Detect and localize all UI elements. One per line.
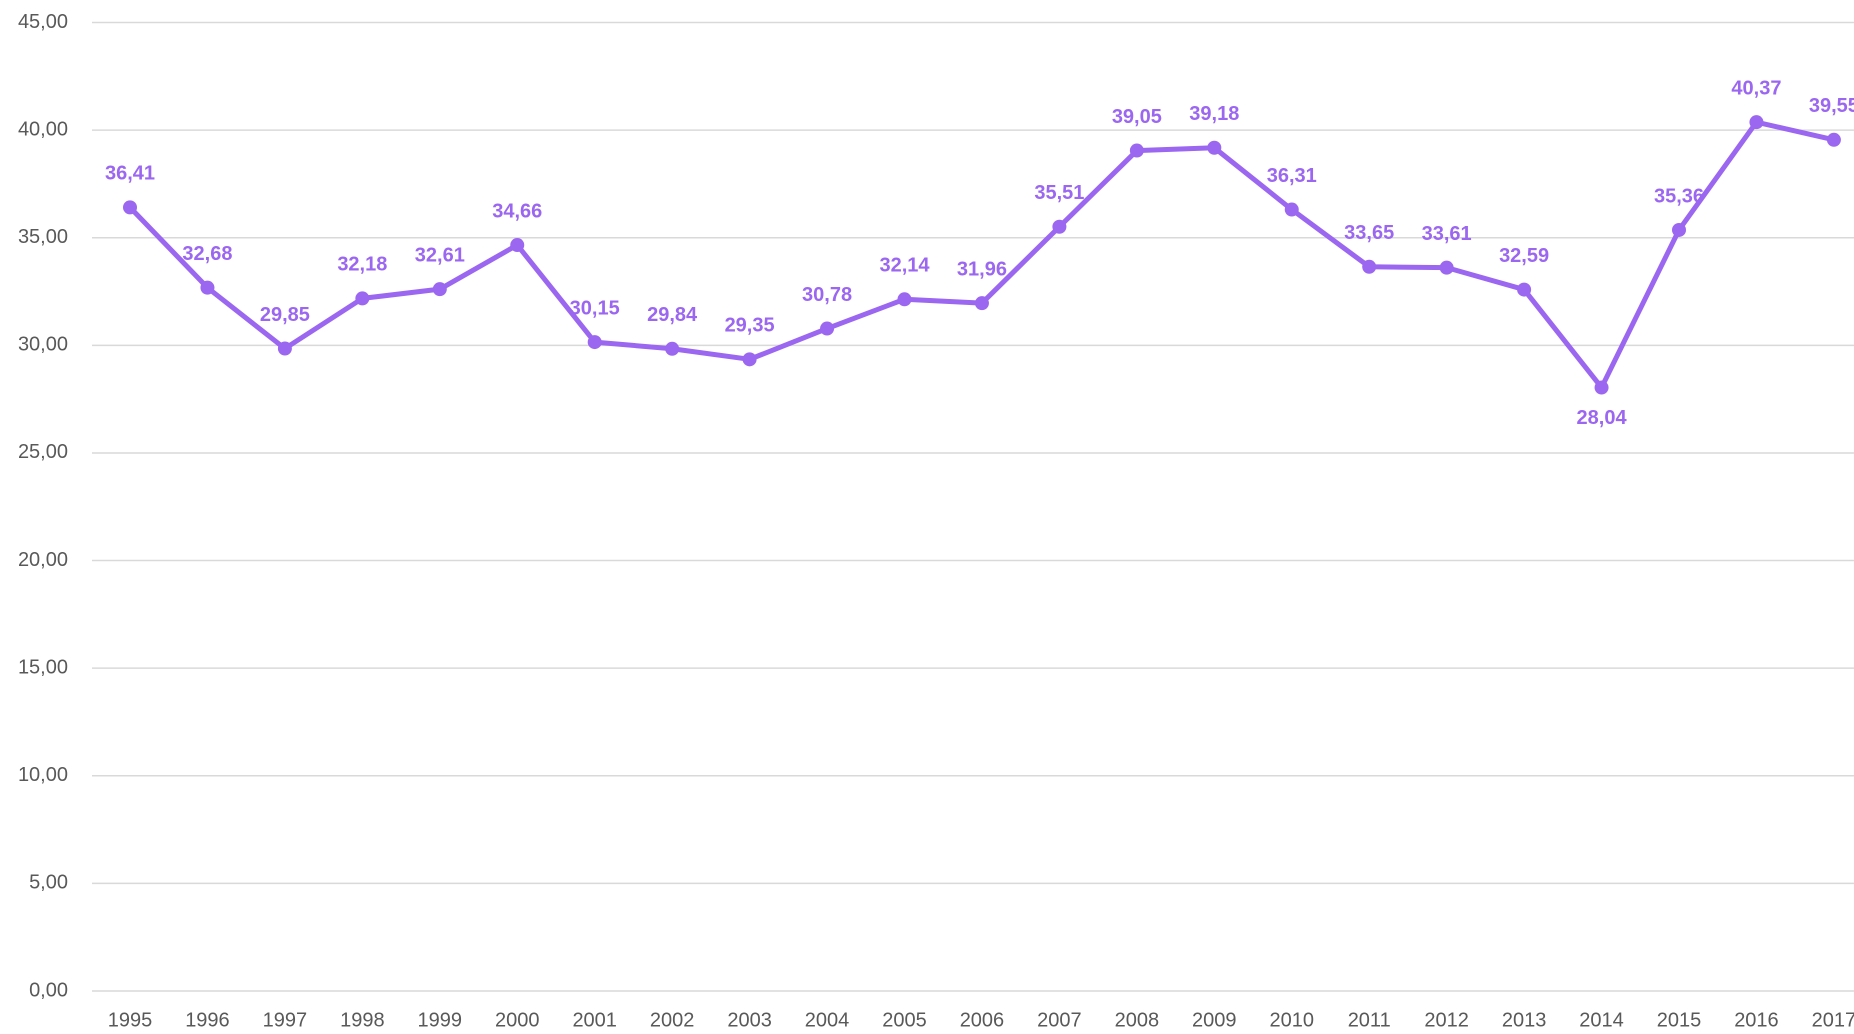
data-label: 35,36 — [1654, 185, 1704, 207]
y-tick-label: 10,00 — [18, 764, 68, 786]
x-tick-label: 1997 — [263, 1009, 308, 1031]
y-tick-label: 15,00 — [18, 656, 68, 678]
point — [742, 352, 757, 367]
point — [1517, 282, 1532, 297]
data-label: 29,35 — [725, 315, 775, 337]
x-tick-label: 2009 — [1192, 1009, 1237, 1031]
point — [1826, 132, 1841, 147]
data-label: 32,68 — [182, 243, 232, 265]
point — [1129, 143, 1144, 158]
y-tick-label: 0,00 — [29, 979, 68, 1001]
y-tick-label: 40,00 — [18, 118, 68, 140]
x-tick-label: 2016 — [1734, 1009, 1779, 1031]
point — [123, 200, 137, 215]
x-tick-label: 2015 — [1657, 1009, 1702, 1031]
point — [1207, 140, 1222, 155]
x-tick-label: 1998 — [340, 1009, 385, 1031]
data-label: 32,14 — [879, 255, 930, 277]
x-tick-label: 2012 — [1424, 1009, 1469, 1031]
point — [1284, 202, 1299, 217]
point — [820, 321, 835, 336]
data-label: 33,61 — [1422, 223, 1472, 245]
x-tick-label: 2008 — [1115, 1009, 1160, 1031]
x-tick-label: 2002 — [650, 1009, 695, 1031]
x-tick-label: 2005 — [882, 1009, 927, 1031]
data-label: 36,41 — [105, 163, 155, 185]
point — [587, 335, 602, 350]
data-label: 39,05 — [1112, 106, 1162, 128]
data-label: 40,37 — [1731, 77, 1781, 99]
y-tick-label: 45,00 — [18, 11, 68, 33]
data-label: 28,04 — [1577, 407, 1628, 429]
x-tick-label: 2013 — [1502, 1009, 1547, 1031]
data-label: 34,66 — [492, 200, 542, 222]
x-tick-label: 2003 — [727, 1009, 772, 1031]
data-label: 36,31 — [1267, 165, 1317, 187]
x-tick-label: 2000 — [495, 1009, 540, 1031]
x-tick-label: 2007 — [1037, 1009, 1082, 1031]
data-label: 32,61 — [415, 244, 465, 266]
point — [1052, 219, 1067, 234]
x-tick-label: 2017 — [1812, 1009, 1854, 1031]
point — [1749, 115, 1764, 130]
data-label: 30,15 — [570, 297, 620, 319]
y-tick-label: 5,00 — [29, 872, 68, 894]
point — [665, 341, 680, 356]
data-label: 29,85 — [260, 304, 310, 326]
point — [510, 238, 525, 253]
data-label: 31,96 — [957, 258, 1007, 280]
data-label: 32,18 — [337, 254, 387, 276]
data-label: 32,59 — [1499, 245, 1549, 267]
point — [897, 292, 912, 307]
data-label: 30,78 — [802, 284, 852, 306]
point — [1362, 259, 1377, 274]
point — [277, 341, 292, 356]
point — [1672, 222, 1686, 237]
y-tick-label: 35,00 — [18, 226, 68, 248]
point — [1594, 380, 1609, 395]
data-label: 39,18 — [1189, 103, 1239, 125]
x-tick-label: 2004 — [805, 1009, 850, 1031]
data-label: 35,51 — [1034, 182, 1084, 204]
point — [432, 282, 447, 297]
x-tick-label: 2006 — [960, 1009, 1005, 1031]
data-label: 39,55 — [1809, 95, 1854, 117]
point — [974, 296, 989, 311]
point — [1439, 260, 1454, 275]
point — [200, 280, 215, 295]
x-tick-label: 2001 — [572, 1009, 617, 1031]
data-label: 33,65 — [1344, 222, 1394, 244]
x-tick-label: 2011 — [1348, 1009, 1391, 1031]
x-tick-label: 2014 — [1579, 1009, 1624, 1031]
y-tick-label: 30,00 — [18, 334, 68, 356]
point — [355, 291, 370, 306]
x-tick-label: 1999 — [418, 1009, 463, 1031]
y-tick-label: 25,00 — [18, 441, 68, 463]
x-tick-label: 2010 — [1270, 1009, 1315, 1031]
x-tick-label: 1996 — [185, 1009, 230, 1031]
x-tick-label: 1995 — [108, 1009, 153, 1031]
y-tick-label: 20,00 — [18, 549, 68, 571]
data-label: 29,84 — [647, 304, 698, 326]
